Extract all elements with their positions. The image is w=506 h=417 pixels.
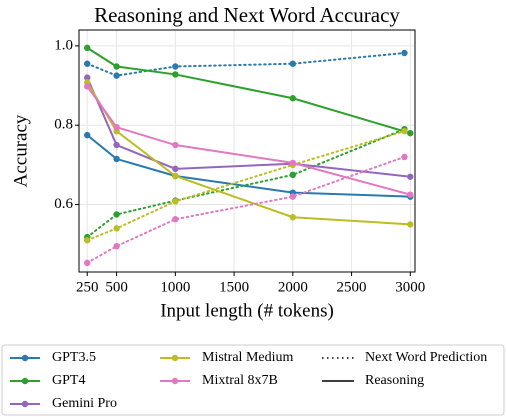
data-point <box>172 63 179 70</box>
reasoning-line <box>86 85 412 196</box>
data-point <box>172 165 179 173</box>
data-point <box>407 191 414 198</box>
legend-marker <box>171 377 179 385</box>
data-point <box>172 216 179 223</box>
x-tick-label: 2000 <box>278 279 308 295</box>
data-point <box>289 159 297 167</box>
data-point <box>401 153 408 161</box>
x-tick-label: 250 <box>76 279 99 295</box>
reasoning-line <box>86 46 412 135</box>
data-point <box>113 211 120 218</box>
data-point <box>401 127 408 135</box>
y-axis-label: Accuracy <box>10 114 31 187</box>
legend-marker <box>21 354 29 362</box>
data-point <box>84 74 91 81</box>
x-tick-label: 3000 <box>395 279 425 295</box>
data-point <box>113 155 120 163</box>
data-point <box>289 171 297 179</box>
data-point <box>289 193 297 200</box>
legend-label: Mixtral 8x7B <box>202 373 278 388</box>
y-tick-label: 0.8 <box>54 117 73 133</box>
data-point <box>84 237 91 244</box>
y-tick-label: 0.6 <box>54 196 73 212</box>
data-point <box>113 72 120 79</box>
x-tick-label: 2500 <box>337 279 367 295</box>
data-point <box>113 225 120 232</box>
legend-box <box>1 344 505 416</box>
legend-label: Reasoning <box>365 373 424 388</box>
data-point <box>113 141 120 149</box>
data-point <box>407 173 414 180</box>
x-axis-label: Input length (# tokens) <box>160 300 334 321</box>
legend-marker <box>171 354 179 362</box>
legend-marker <box>21 377 29 385</box>
data-point <box>289 60 297 67</box>
reasoning-line <box>86 76 412 178</box>
next-word-line <box>86 52 406 77</box>
data-point <box>113 63 120 70</box>
data-point <box>113 243 120 250</box>
x-tick-label: 500 <box>105 279 128 295</box>
legend-label: GPT3.5 <box>52 350 96 365</box>
data-point <box>84 259 91 267</box>
legend-label: Mistral Medium <box>202 350 293 365</box>
data-point <box>172 198 179 205</box>
x-tick-label: 1000 <box>160 279 190 295</box>
data-point <box>172 172 179 180</box>
y-tick-label: 1.0 <box>54 37 73 53</box>
legend-marker <box>21 400 29 408</box>
data-point <box>289 95 297 102</box>
plot-frame <box>78 29 416 273</box>
data-point <box>172 141 179 149</box>
data-point <box>407 221 414 228</box>
legend-label: GPT4 <box>52 373 85 388</box>
legend-label: Gemini Pro <box>52 396 117 411</box>
data-point <box>84 44 91 52</box>
chart-title: Reasoning and Next Word Accuracy <box>94 3 400 27</box>
legend-label: Next Word Prediction <box>365 350 487 365</box>
data-point <box>172 71 179 78</box>
x-tick-label: 1500 <box>219 279 249 295</box>
data-point <box>407 129 414 137</box>
data-point <box>84 60 91 67</box>
data-point <box>84 83 91 90</box>
data-point <box>84 131 91 139</box>
data-point <box>289 214 297 221</box>
data-point <box>113 123 120 131</box>
data-point <box>401 49 408 57</box>
